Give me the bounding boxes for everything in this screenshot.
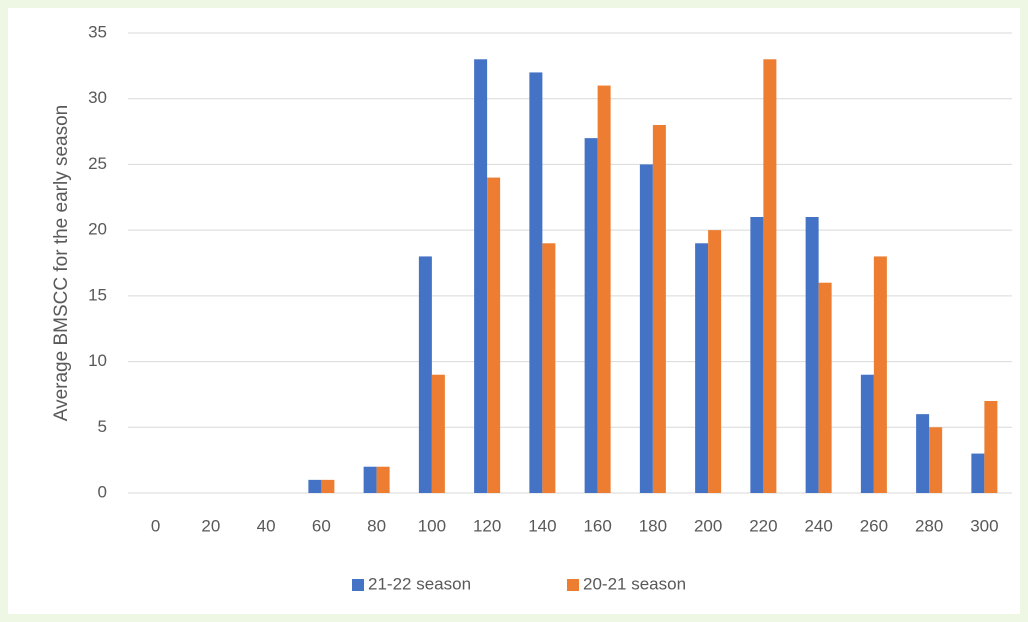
x-tick-label: 220 [749,516,777,535]
x-tick-label: 180 [639,516,667,535]
y-tick-label: 5 [98,417,107,436]
bar [529,72,543,493]
bar [750,217,764,493]
y-tick-label: 10 [88,351,107,370]
bar [321,479,335,493]
bar [984,401,998,493]
bar [474,59,488,494]
bar [652,125,666,493]
x-tick-label: 40 [257,516,276,535]
y-tick-label: 25 [88,154,107,173]
y-tick-label: 0 [98,482,107,501]
x-tick-label: 160 [583,516,611,535]
legend-swatch [567,579,579,591]
bar [363,466,377,493]
x-tick-label: 300 [970,516,998,535]
x-tick-label: 100 [418,516,446,535]
bar [873,256,887,493]
bar [639,164,653,493]
x-tick-label: 80 [367,516,386,535]
y-tick-label: 30 [88,88,107,107]
legend-swatch [352,579,364,591]
chart-area [8,8,1020,614]
bar [860,374,874,493]
bar [418,256,432,493]
bar [805,217,819,493]
x-tick-label: 200 [694,516,722,535]
bar [916,414,930,493]
x-tick-label: 280 [915,516,943,535]
x-tick-label: 20 [201,516,220,535]
x-tick-label: 0 [151,516,160,535]
bar [763,59,777,494]
y-axis-title: Average BMSCC for the early season [51,105,72,421]
legend-label: 21-22 season [368,574,471,593]
bar [376,466,390,493]
bar [929,427,943,493]
x-tick-label: 60 [312,516,331,535]
bar [597,85,611,494]
bar [487,177,501,494]
x-tick-label: 120 [473,516,501,535]
bar [818,282,832,493]
x-tick-label: 260 [860,516,888,535]
y-tick-label: 15 [88,285,107,304]
legend-label: 20-21 season [583,574,686,593]
y-tick-label: 35 [88,22,107,41]
x-tick-label: 240 [804,516,832,535]
y-tick-label: 20 [88,220,107,239]
bar [708,230,722,493]
bar [584,138,598,493]
bar [971,453,985,493]
bar [695,243,709,493]
bar [308,479,322,493]
bar [542,243,556,493]
bar [431,374,445,493]
x-tick-label: 140 [528,516,556,535]
